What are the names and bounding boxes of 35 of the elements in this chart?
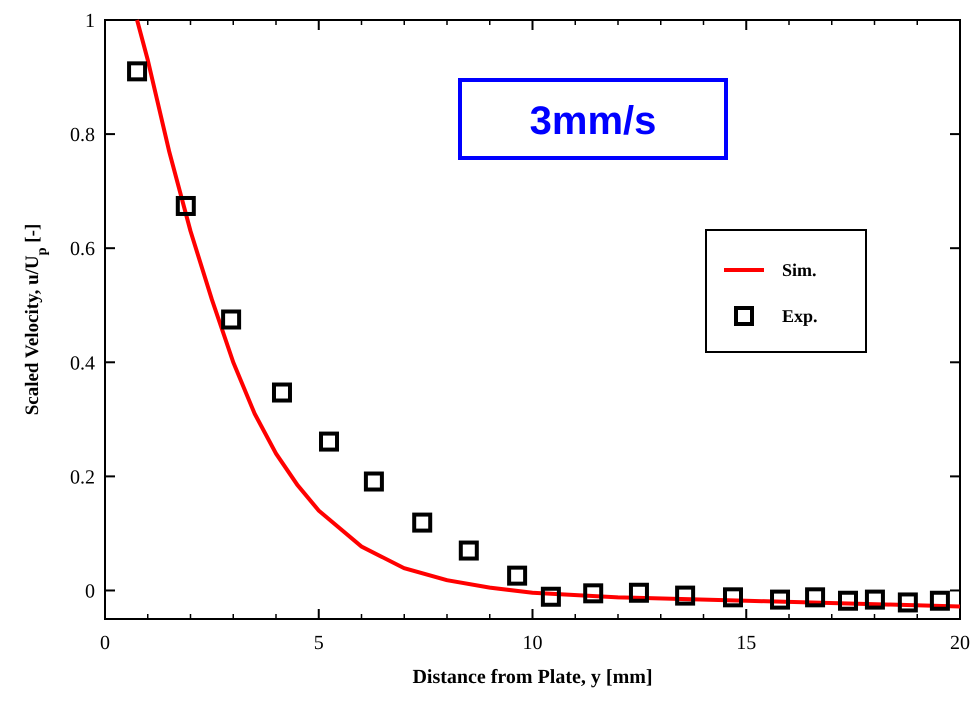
point [583,583,604,604]
point [458,540,479,561]
annotation: 3mm/s [530,99,656,143]
point [838,590,858,611]
point [176,196,196,216]
x-axis-title: Distance from Plate, y [mm] [412,666,653,688]
y-tick-label: 0.2 [70,466,95,488]
legend-label: Sim. [782,260,817,280]
x-tick-label: 0 [100,632,110,654]
point [412,512,432,533]
point [540,586,561,607]
y-tick-label: 1 [85,10,95,32]
point [364,472,384,492]
point [805,587,826,608]
x-tick-label: 10 [522,632,542,654]
point [722,587,743,608]
point [319,432,340,452]
x-tick-label: 20 [950,632,970,654]
legend-label: Exp. [782,306,818,326]
x-tick-label: 5 [314,632,324,654]
point [770,590,790,610]
y-tick-label: 0.8 [70,124,95,146]
point [898,592,918,612]
point [221,310,242,330]
point [864,590,885,610]
point [127,61,148,82]
point [675,586,696,606]
x-tick-label: 15 [736,632,756,654]
y-tick-label: 0 [85,580,95,602]
y-tick-label: 0.4 [70,352,95,374]
point [930,590,950,611]
point [628,582,649,603]
point [507,566,528,586]
point [272,382,292,403]
y-tick-label: 0.6 [70,238,95,260]
